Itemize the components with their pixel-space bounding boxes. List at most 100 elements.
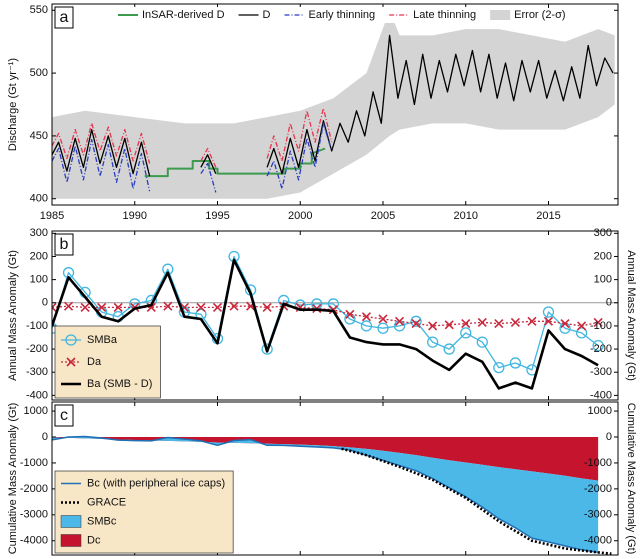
y-tick-label: -3000 — [20, 509, 48, 521]
series-line — [52, 107, 333, 168]
marker — [163, 301, 173, 311]
y-tick-label-right: 300 — [594, 227, 612, 239]
y-tick-label-right: -3000 — [584, 509, 612, 521]
y-axis-title: Cumulative Mass Anomaly (Gt) — [7, 403, 19, 555]
marker — [460, 327, 472, 339]
series-line — [52, 34, 614, 177]
plot-area — [52, 4, 618, 205]
y-tick-label: 500 — [30, 67, 48, 79]
legend-marker — [65, 334, 77, 346]
y-tick-label: 450 — [30, 130, 48, 142]
y-tick-label: -200 — [26, 343, 48, 355]
marker — [575, 327, 588, 339]
legend-label: SMBa — [87, 334, 118, 346]
marker — [345, 309, 355, 319]
marker — [443, 343, 455, 355]
y-tick-label-right: -2000 — [584, 483, 612, 495]
y-tick-label-right: -4000 — [584, 535, 612, 547]
y-tick-label: -100 — [26, 320, 48, 332]
marker — [394, 316, 405, 326]
plot-frame — [51, 230, 619, 401]
marker — [493, 361, 505, 374]
y-tick-label-right: -400 — [590, 389, 612, 401]
marker — [361, 312, 372, 322]
marker — [428, 321, 438, 331]
legend: InSAR-derived D D Early thinning Late thinn… — [112, 7, 566, 23]
legend-label: Da — [87, 356, 102, 368]
marker — [80, 302, 90, 312]
y-tick-label-right: -300 — [590, 366, 612, 378]
marker — [494, 319, 504, 329]
legend: Bc (with peripheral ice caps) GRACE SMBc Dc — [54, 470, 234, 554]
y-axis-title-right: Annual Mass Anomaly (Gt) — [625, 250, 637, 381]
y-tick-label: 300 — [30, 227, 48, 239]
plot-area — [52, 231, 618, 400]
marker — [97, 302, 107, 312]
marker — [527, 316, 537, 326]
marker — [261, 343, 273, 355]
legend-marker — [66, 357, 76, 367]
marker — [262, 302, 272, 312]
y-tick-label-right: 0 — [606, 431, 612, 443]
legend-label: Error (2-σ) — [514, 9, 565, 21]
legend-label: InSAR-derived D — [142, 9, 225, 21]
legend-label: SMBc — [87, 515, 117, 527]
y-axis-title: Annual Mass Anomaly (Gt) — [7, 250, 19, 381]
marker — [360, 320, 373, 332]
marker — [63, 301, 74, 311]
legend-background — [112, 7, 542, 23]
panel-label: a — [60, 9, 69, 26]
marker — [212, 302, 223, 312]
series-line — [52, 122, 333, 193]
marker — [461, 319, 471, 329]
y-tick-label: -300 — [26, 366, 48, 378]
legend-label: Ba (SMB - D) — [87, 378, 152, 390]
panel-label-box — [54, 233, 74, 256]
legend: SMBa Da Ba (SMB - D) — [54, 325, 161, 399]
marker — [426, 336, 439, 348]
y-tick-label-right: 100 — [594, 274, 612, 286]
plot-frame — [51, 401, 619, 556]
legend-label: D — [263, 9, 271, 21]
y-tick-label-right: 1000 — [588, 405, 612, 417]
series-line — [52, 258, 599, 390]
y-tick-label-right: 200 — [594, 250, 612, 262]
x-tick-label: 1990 — [123, 210, 147, 222]
legend-swatch — [60, 515, 82, 528]
marker — [113, 302, 123, 312]
marker — [377, 322, 389, 334]
marker — [52, 302, 57, 312]
series-line — [144, 147, 326, 178]
y-tick-label: 0 — [42, 431, 48, 443]
y-tick-label: -1000 — [20, 457, 48, 469]
marker — [410, 315, 422, 327]
marker — [560, 319, 570, 329]
y-tick-label: 550 — [30, 4, 48, 16]
plot-frame — [51, 3, 619, 206]
marker — [476, 336, 488, 348]
y-tick-label-right: -200 — [590, 343, 612, 355]
legend-swatch — [490, 10, 511, 20]
legend-label: GRACE — [87, 496, 126, 508]
y-tick-label-right: 0 — [606, 297, 612, 309]
marker — [477, 317, 487, 328]
x-tick-label: 2010 — [454, 210, 478, 222]
x-tick-label: 1995 — [205, 210, 229, 222]
panel-label-box — [54, 404, 74, 427]
y-axis-title: Discharge (Gt yr⁻¹) — [7, 58, 19, 151]
y-tick-label: 100 — [30, 274, 48, 286]
panel-label: c — [60, 407, 68, 424]
marker — [509, 357, 522, 369]
marker — [229, 301, 239, 311]
marker — [196, 302, 206, 312]
legend-label: Late thinning — [413, 9, 476, 21]
panel-label: b — [60, 236, 69, 253]
marker — [592, 339, 604, 352]
marker — [543, 316, 554, 326]
x-tick-label: 2005 — [371, 210, 395, 222]
panel-label-box — [54, 6, 74, 29]
y-tick-label: 1000 — [24, 405, 48, 417]
legend-label: Dc — [87, 534, 101, 546]
marker — [411, 319, 421, 329]
